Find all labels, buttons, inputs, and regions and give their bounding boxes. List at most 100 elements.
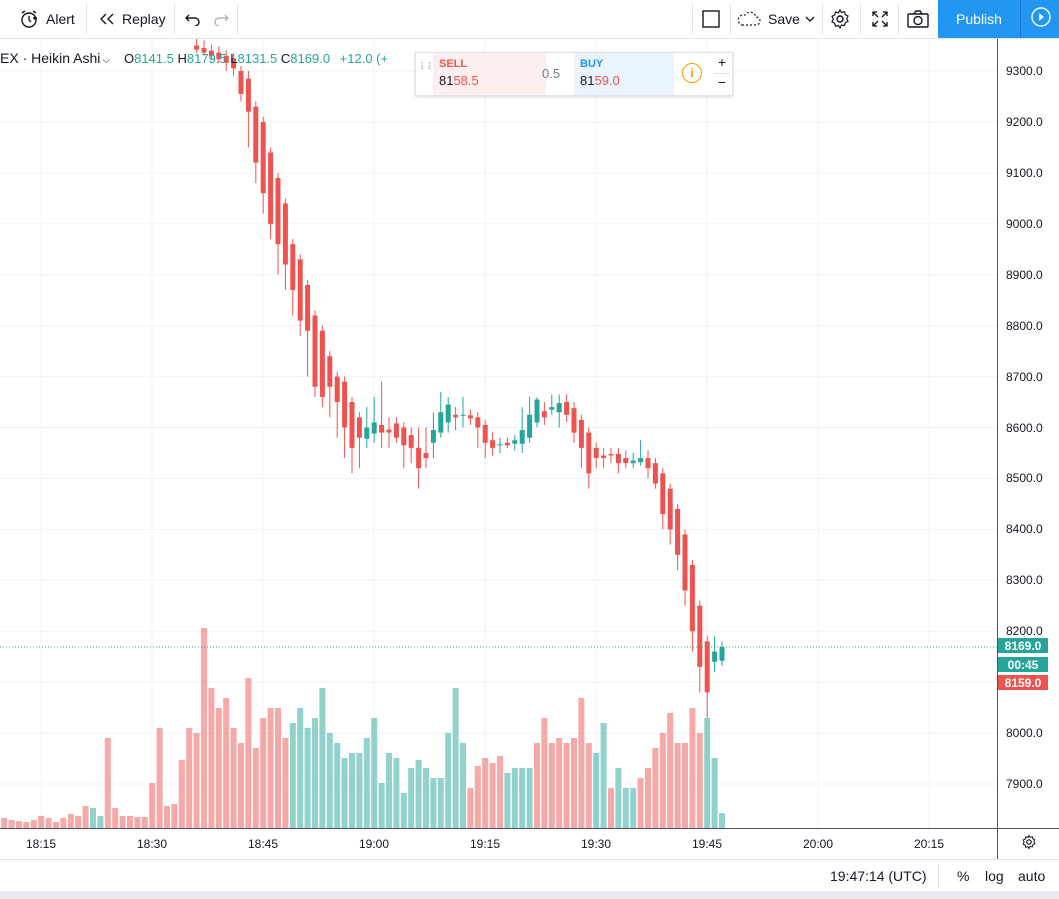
volume-bar bbox=[38, 816, 45, 828]
volume-bar bbox=[60, 818, 67, 828]
volume-bar bbox=[556, 738, 563, 828]
square-layout-icon bbox=[701, 9, 721, 29]
volume-bar bbox=[223, 698, 230, 828]
candle bbox=[630, 452, 636, 469]
candle bbox=[401, 422, 407, 469]
close-label: C bbox=[280, 51, 291, 66]
volume-bar bbox=[593, 753, 600, 828]
candle bbox=[194, 39, 200, 54]
price-tick-label: 8500.0 bbox=[1006, 471, 1043, 486]
volume-bar bbox=[119, 816, 126, 828]
candle bbox=[327, 351, 333, 418]
info-icon[interactable]: i bbox=[682, 63, 702, 83]
price-tick-label: 8300.0 bbox=[1006, 573, 1043, 588]
volume-bar bbox=[341, 758, 348, 828]
sell-button[interactable]: SELL 8158.5 bbox=[433, 53, 546, 95]
time-tick-label: 19:30 bbox=[580, 837, 612, 851]
volume-bar bbox=[193, 733, 200, 828]
spread-value: 0.5 bbox=[542, 66, 561, 81]
candle bbox=[704, 636, 710, 718]
volume-bar bbox=[497, 756, 503, 828]
volume-bar bbox=[260, 718, 267, 828]
quantity-decrease-button[interactable]: − bbox=[717, 74, 727, 90]
candle bbox=[319, 325, 325, 408]
quantity-increase-button[interactable]: + bbox=[714, 54, 730, 74]
change-value: +12.0 (+ bbox=[339, 51, 389, 66]
volume-bar bbox=[312, 718, 318, 828]
volume-bar bbox=[415, 760, 422, 828]
percent-scale-toggle[interactable]: % bbox=[957, 868, 970, 884]
candle bbox=[719, 641, 725, 666]
volume-bar bbox=[630, 788, 637, 828]
volume-bar bbox=[171, 804, 178, 828]
price-tick-label: 8800.0 bbox=[1006, 318, 1043, 333]
undo-button[interactable] bbox=[184, 0, 202, 38]
candle bbox=[305, 279, 311, 377]
candle bbox=[497, 437, 503, 453]
volume-bar bbox=[186, 728, 193, 828]
time-tick-label: 18:30 bbox=[136, 837, 168, 851]
candle bbox=[652, 458, 658, 489]
time-axis[interactable]: 18:15 18:30 18:45 19:00 19:15 19:30 19:45 20:00… bbox=[0, 828, 997, 860]
volume-bar bbox=[289, 723, 296, 828]
axis-settings-button[interactable] bbox=[997, 828, 1059, 860]
settings-button[interactable] bbox=[829, 0, 851, 38]
time-tick-label: 18:15 bbox=[25, 837, 57, 851]
toolbar-divider bbox=[692, 4, 693, 34]
candle bbox=[371, 396, 377, 443]
candle bbox=[231, 53, 237, 77]
save-menu-button[interactable] bbox=[804, 0, 816, 38]
alert-button[interactable]: Alert bbox=[18, 0, 75, 38]
volume-bar bbox=[363, 738, 370, 828]
sell-label: SELL bbox=[439, 58, 468, 70]
drag-handle-icon[interactable]: ⠇⠇ bbox=[420, 62, 435, 73]
redo-button[interactable] bbox=[212, 0, 230, 38]
log-scale-toggle[interactable]: log bbox=[985, 868, 1004, 884]
price-axis[interactable]: 9300.0 9200.0 9100.0 9000.0 8900.0 8800.0 8700… bbox=[997, 39, 1059, 828]
rewind-icon bbox=[98, 12, 116, 26]
volume-bar bbox=[67, 814, 74, 828]
volume-bar bbox=[104, 738, 111, 828]
layout-button[interactable] bbox=[701, 0, 721, 38]
replay-button[interactable]: Replay bbox=[98, 0, 166, 38]
candle bbox=[667, 483, 673, 545]
top-toolbar: Alert Replay Save Publish bbox=[0, 0, 1059, 39]
candle bbox=[379, 381, 385, 448]
price-tick-label: 9100.0 bbox=[1006, 165, 1043, 180]
save-button[interactable]: Save bbox=[736, 0, 800, 38]
fullscreen-button[interactable] bbox=[870, 0, 890, 38]
time-tick-label: 18:45 bbox=[247, 837, 279, 851]
volume-bar bbox=[178, 760, 185, 828]
price-tick-label: 9300.0 bbox=[1006, 64, 1043, 78]
auto-scale-toggle[interactable]: auto bbox=[1018, 868, 1046, 884]
volume-bar bbox=[304, 728, 311, 828]
candle bbox=[638, 440, 644, 466]
buy-button[interactable]: BUY 8159.0 bbox=[574, 53, 674, 95]
candle bbox=[416, 427, 422, 489]
candle bbox=[312, 310, 318, 397]
candle bbox=[504, 437, 510, 448]
price-tick-label: 9200.0 bbox=[1006, 114, 1043, 129]
chart-pane[interactable] bbox=[0, 39, 997, 828]
candle bbox=[438, 391, 444, 438]
gear-icon bbox=[829, 8, 851, 30]
volume-bar bbox=[326, 733, 333, 828]
volume-bar bbox=[127, 816, 133, 828]
candle bbox=[208, 44, 214, 60]
volume-bar bbox=[445, 733, 452, 828]
toolbar-divider bbox=[86, 4, 87, 34]
price-chart[interactable] bbox=[0, 39, 997, 828]
chevron-down-icon[interactable]: ⌵ bbox=[102, 55, 110, 66]
volume-bar bbox=[615, 768, 622, 828]
candle bbox=[527, 396, 533, 443]
candle bbox=[519, 407, 525, 453]
save-label: Save bbox=[768, 11, 800, 27]
volume-bar bbox=[8, 820, 15, 828]
symbol-name[interactable]: EX · Heikin Ashi bbox=[0, 50, 101, 66]
clock-display[interactable]: 19:47:14 (UTC) bbox=[830, 868, 927, 884]
publish-button[interactable]: Publish bbox=[938, 0, 1020, 38]
alert-label: Alert bbox=[46, 11, 75, 27]
snapshot-button[interactable] bbox=[906, 0, 930, 38]
publish-menu-button[interactable] bbox=[1020, 0, 1059, 38]
low-label: L bbox=[230, 51, 238, 66]
